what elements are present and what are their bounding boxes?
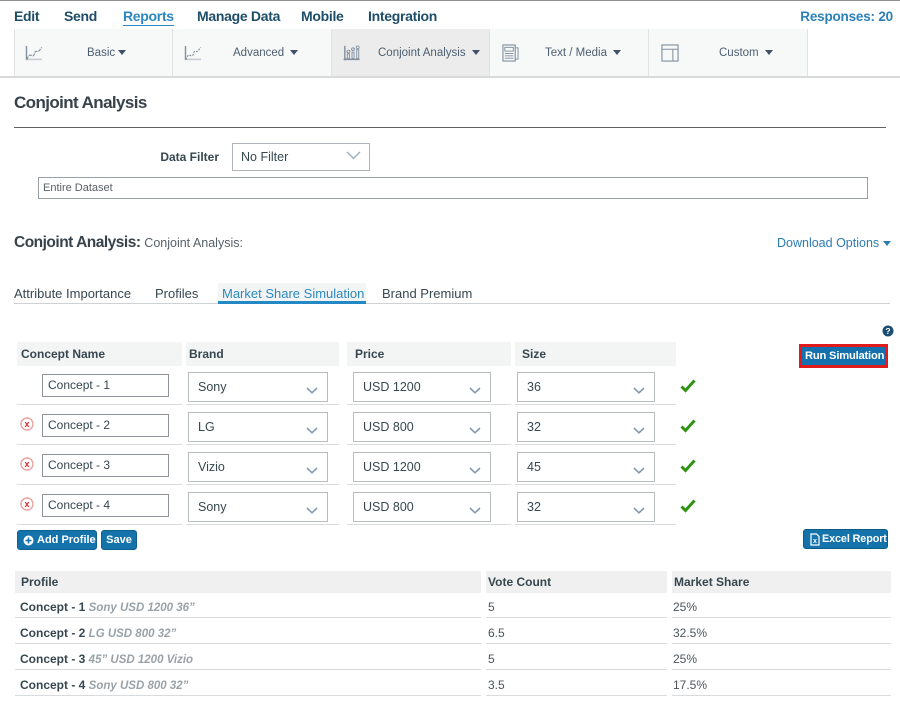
- svg-text:x: x: [813, 538, 817, 545]
- svg-text:x: x: [24, 419, 29, 429]
- svg-text:x: x: [24, 459, 29, 469]
- svg-text:x: x: [24, 499, 29, 509]
- svg-text:?: ?: [885, 326, 890, 336]
